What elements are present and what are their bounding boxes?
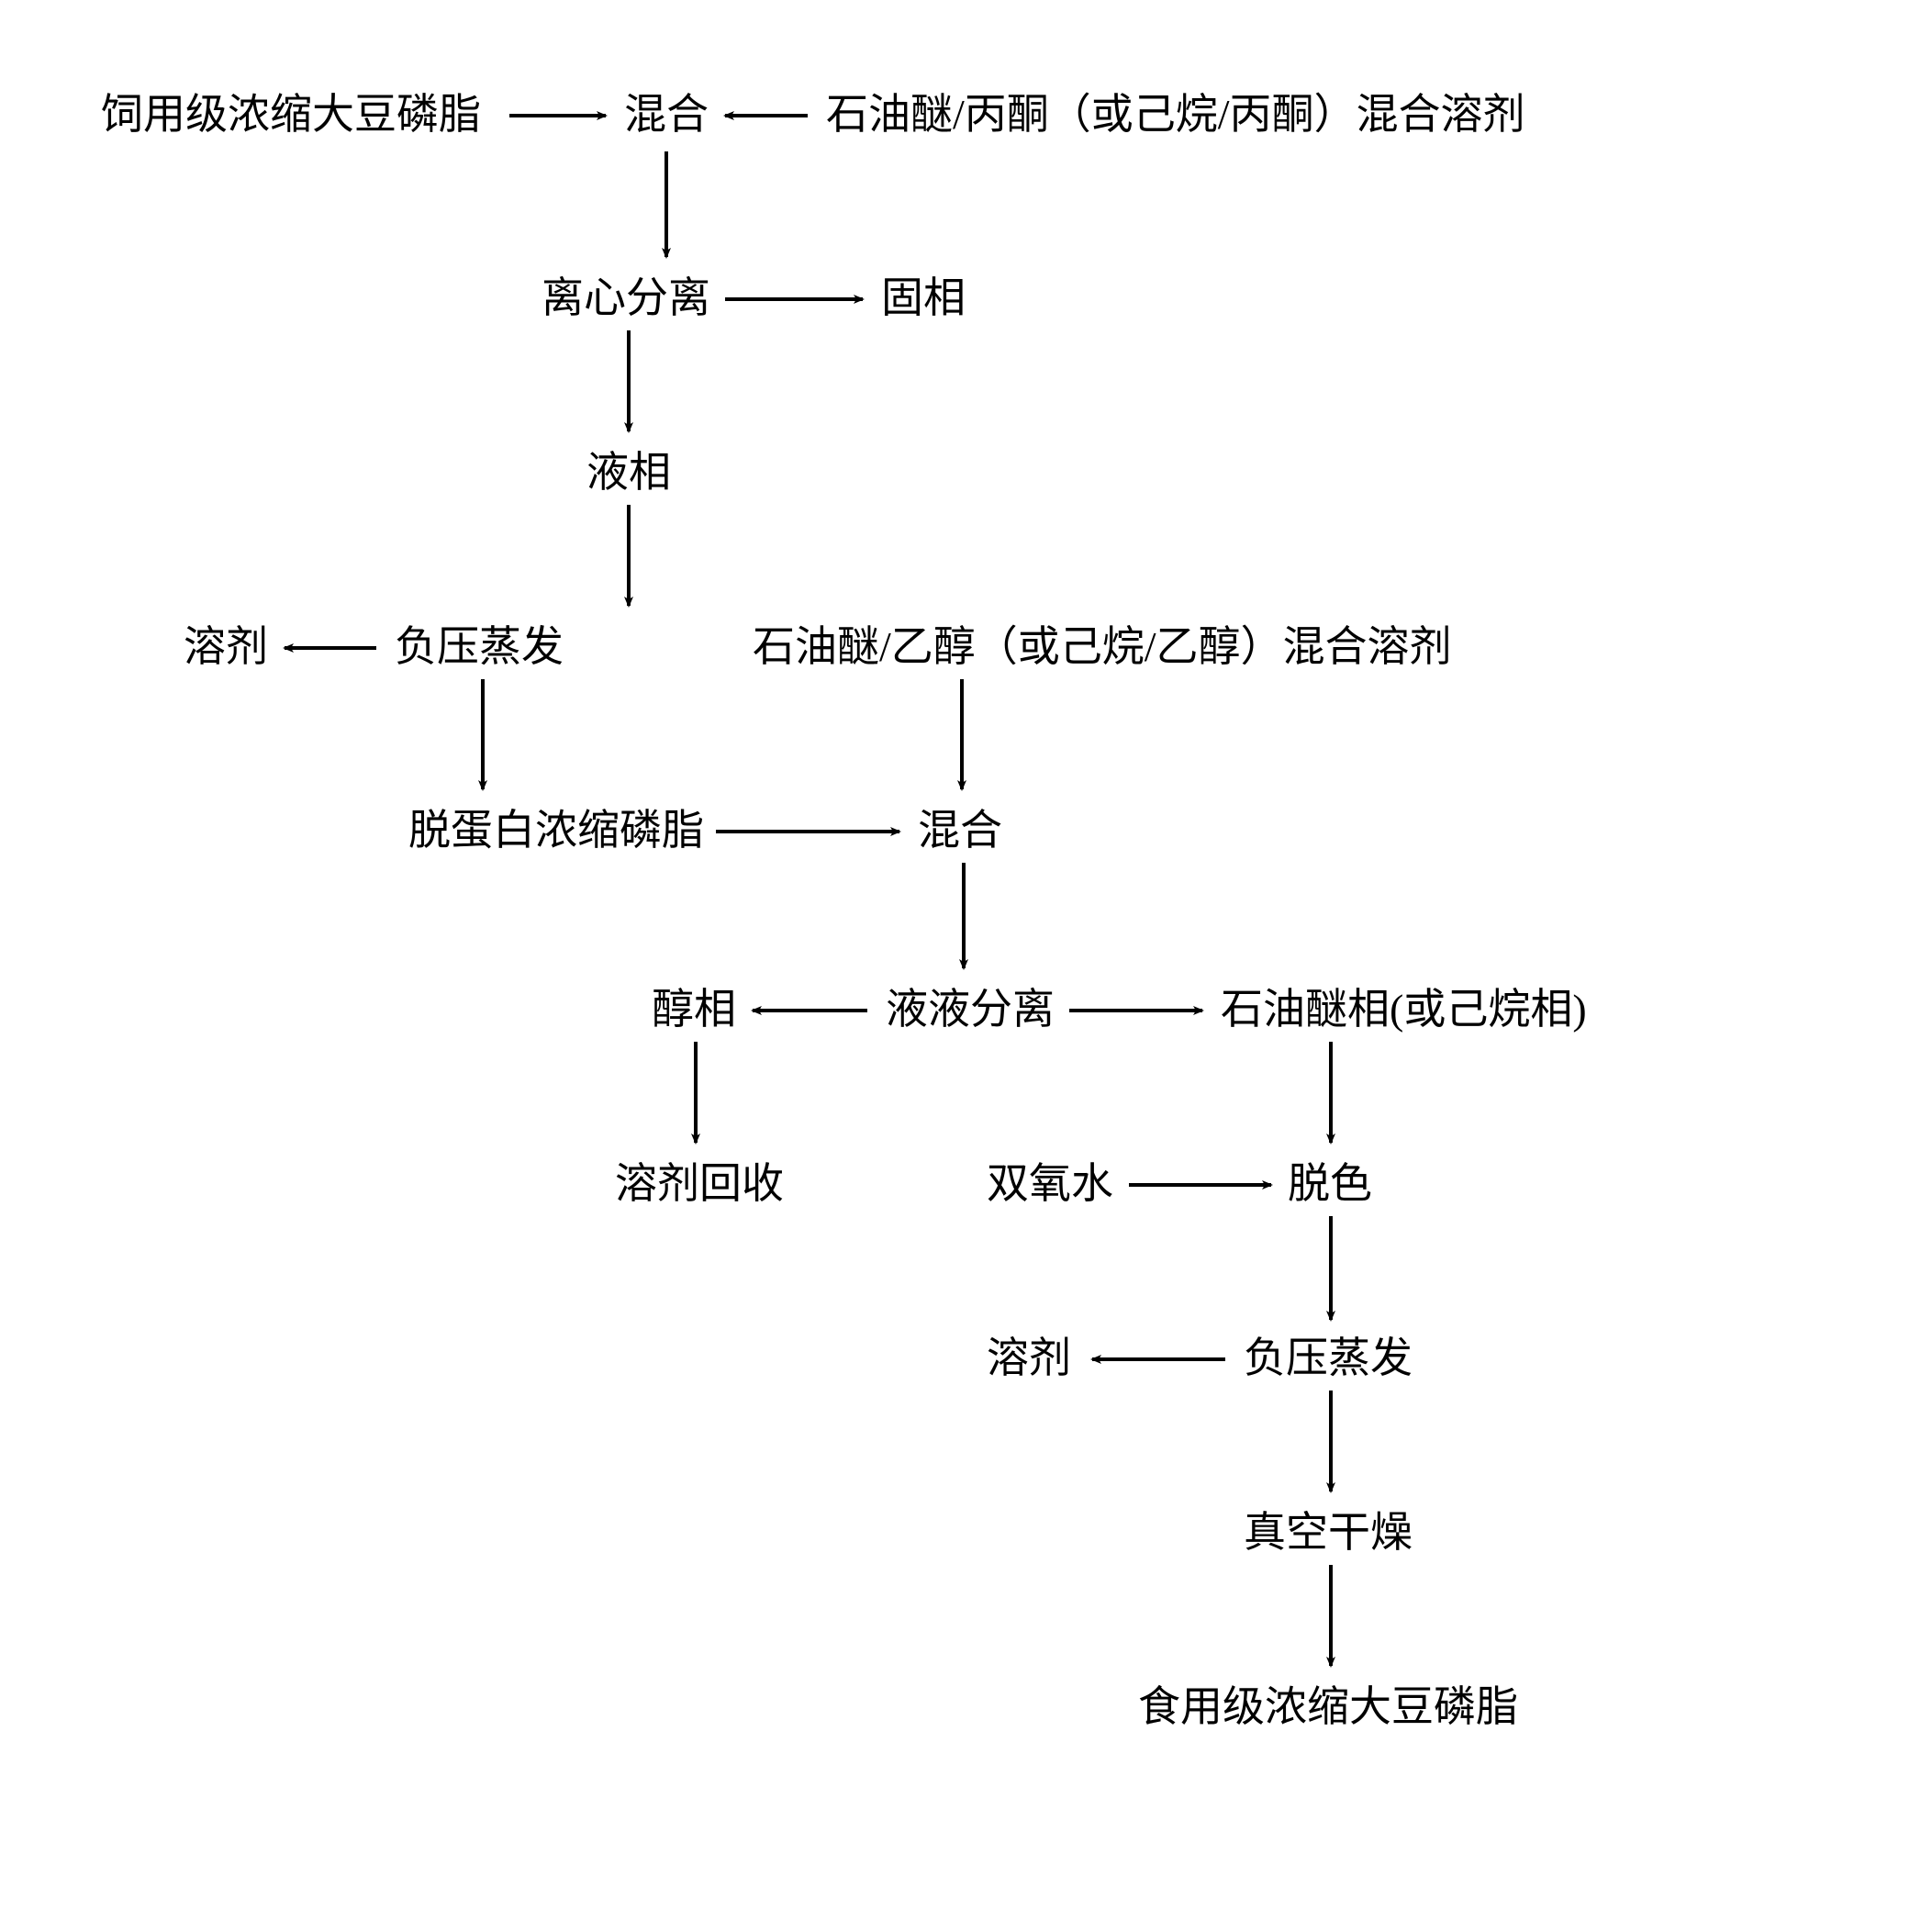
flow-node-n_liquid: 液相	[586, 450, 671, 497]
flowchart-canvas: 饲用级浓缩大豆磷脂混合石油醚/丙酮（或己烷/丙酮）混合溶剂离心分离固相液相溶剂负…	[0, 0, 1932, 1910]
flow-node-n_h2o2: 双氧水	[987, 1161, 1113, 1208]
flow-node-n_pephase: 石油醚相(或己烷相)	[1221, 987, 1587, 1033]
flow-node-n_solv2: 石油醚/乙醇（或己烷/乙醇）混合溶剂	[753, 624, 1452, 671]
flow-node-n_product: 食用级浓缩大豆磷脂	[1138, 1684, 1518, 1731]
flow-node-n_solid: 固相	[881, 275, 966, 322]
flow-node-n_recover: 溶剂回收	[615, 1161, 784, 1208]
flow-node-n_solv1: 石油醚/丙酮（或己烷/丙酮）混合溶剂	[826, 92, 1525, 139]
flow-node-n_evap2: 负压蒸发	[1244, 1335, 1413, 1382]
flow-node-n_solvent_out1: 溶剂	[184, 624, 268, 671]
flow-node-n_feed: 饲用级浓缩大豆磷脂	[101, 92, 481, 139]
flow-node-n_alcohol: 醇相	[652, 987, 736, 1033]
flow-node-n_centrifuge: 离心分离	[542, 275, 710, 322]
flow-node-n_decolor: 脱色	[1288, 1161, 1372, 1208]
flow-node-n_solvent_out2: 溶剂	[987, 1335, 1071, 1382]
flow-node-n_mix2: 混合	[918, 808, 1002, 854]
flow-node-n_deprotein: 脱蛋白浓缩磷脂	[408, 808, 704, 854]
flow-node-n_liqliq: 液液分离	[886, 987, 1055, 1033]
arrow-layer	[0, 0, 1932, 1910]
flow-node-n_mix1: 混合	[624, 92, 709, 139]
flow-node-n_evap1: 负压蒸发	[395, 624, 564, 671]
flow-node-n_vacdry: 真空干燥	[1244, 1510, 1413, 1557]
